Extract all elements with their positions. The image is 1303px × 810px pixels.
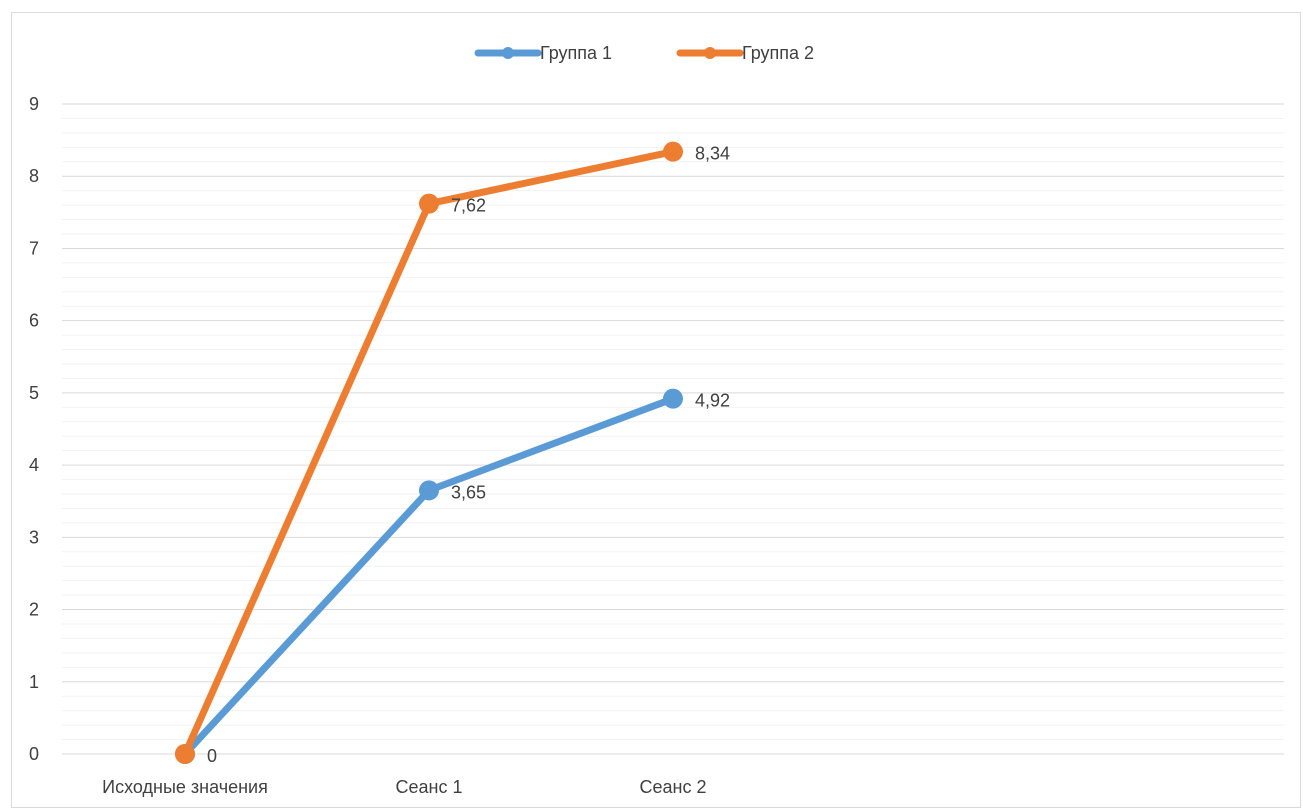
y-tick-label: 6 — [29, 311, 39, 331]
y-tick-label: 8 — [29, 166, 39, 186]
data-labels: 3,65 4,92 0 7,62 8,34 — [207, 144, 730, 766]
series-line-1 — [181, 395, 677, 758]
data-label: 0 — [207, 746, 217, 766]
minor-gridlines — [62, 117, 1284, 741]
major-gridlines — [62, 103, 1284, 755]
x-tick-label: Исходные значения — [102, 777, 268, 797]
data-point — [419, 193, 439, 214]
y-tick-label: 4 — [29, 455, 39, 475]
data-label: 4,92 — [695, 391, 730, 411]
y-tick-label: 2 — [29, 600, 39, 620]
y-axis-tick-labels: 0 1 2 3 4 5 6 7 8 9 — [29, 94, 39, 764]
data-point — [419, 480, 439, 501]
legend: Группа 1 Группа 2 — [474, 43, 814, 63]
y-tick-label: 3 — [29, 527, 39, 547]
data-label: 8,34 — [695, 144, 730, 164]
legend-marker-1 — [502, 47, 514, 59]
legend-marker-2 — [704, 47, 716, 59]
data-point — [663, 388, 683, 409]
y-tick-label: 0 — [29, 744, 39, 764]
chart-frame — [11, 12, 1301, 808]
y-tick-label: 9 — [29, 94, 39, 114]
series-line-2 — [181, 148, 677, 758]
y-tick-label: 7 — [29, 238, 39, 258]
x-tick-label: Сеанс 1 — [396, 777, 463, 797]
y-tick-label: 1 — [29, 672, 39, 692]
y-tick-label: 5 — [29, 383, 39, 403]
x-tick-label: Сеанс 2 — [640, 777, 707, 797]
data-point — [175, 744, 195, 764]
x-axis-tick-labels: Исходные значения Сеанс 1 Сеанс 2 — [102, 777, 706, 797]
legend-label-2: Группа 2 — [742, 43, 814, 63]
data-label: 7,62 — [451, 196, 486, 216]
legend-label-1: Группа 1 — [540, 43, 612, 63]
series-lines — [181, 148, 677, 758]
series-points — [175, 141, 683, 764]
data-point — [663, 141, 683, 162]
data-label: 3,65 — [451, 482, 486, 502]
